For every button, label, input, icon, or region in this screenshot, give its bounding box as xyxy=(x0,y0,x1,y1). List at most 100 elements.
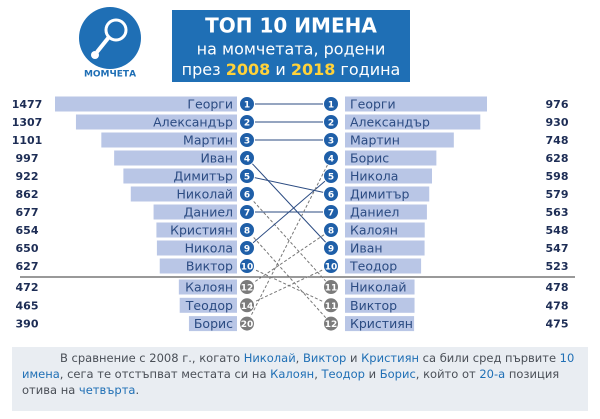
rank-circle xyxy=(323,96,339,112)
name-label: Калоян xyxy=(350,223,398,238)
count-label: 650 xyxy=(16,242,39,255)
footer-text: , xyxy=(314,367,322,381)
name-label: Димитър xyxy=(350,187,410,202)
bar xyxy=(345,240,425,256)
count-label: 523 xyxy=(546,260,569,273)
rank-circle xyxy=(323,186,339,202)
bar xyxy=(75,114,237,130)
name-label: Иван xyxy=(350,241,383,256)
bar xyxy=(345,186,430,202)
footer: В сравнение с 2008 г., когато Николай, В… xyxy=(12,347,588,411)
bar xyxy=(156,240,237,256)
rank-label: 3 xyxy=(328,137,334,147)
name-label: Мартин xyxy=(350,133,400,148)
rank-circle xyxy=(239,315,255,332)
rank-circle xyxy=(323,258,339,274)
count-label: 598 xyxy=(546,170,569,183)
count-label: 748 xyxy=(546,134,569,147)
rank-circle xyxy=(323,315,339,332)
bar xyxy=(345,96,487,112)
rank-label: 9 xyxy=(328,245,334,255)
connector xyxy=(246,175,332,195)
bar xyxy=(156,222,237,238)
rank-circle xyxy=(239,240,255,256)
name-label: Теодор xyxy=(349,259,397,274)
count-label: 579 xyxy=(546,188,569,201)
rank-label: 3 xyxy=(244,137,250,147)
count-label: 627 xyxy=(16,260,39,273)
bar xyxy=(101,132,237,148)
rank-label: 8 xyxy=(244,227,250,237)
rank-circle xyxy=(239,96,255,112)
footer-text: В сравнение с 2008 г., когато xyxy=(60,351,244,365)
rows: Георги1477Александър1307Мартин1101Иван99… xyxy=(12,96,569,332)
bar xyxy=(188,316,237,332)
name-label: Кристиян xyxy=(350,316,413,331)
count-label: 465 xyxy=(16,299,39,312)
count-label: 654 xyxy=(16,224,39,237)
footer-text: , xyxy=(295,351,303,365)
rank-circle xyxy=(323,222,339,238)
bar xyxy=(345,258,422,274)
count-label: 1101 xyxy=(12,134,43,147)
count-label: 997 xyxy=(16,152,39,165)
rank-label: 4 xyxy=(244,155,250,165)
rank-circle xyxy=(323,279,339,295)
footer-text: четвърта xyxy=(78,383,136,397)
rank-circle xyxy=(323,132,339,148)
subtitle-part: 2018 xyxy=(291,60,336,79)
count-label: 628 xyxy=(546,152,569,165)
rank-circle xyxy=(239,204,255,220)
logo-icon xyxy=(91,51,99,59)
rank-circle xyxy=(323,150,339,166)
footer-text: Кристиян xyxy=(361,351,420,365)
rank-circle xyxy=(239,258,255,274)
count-label: 677 xyxy=(16,206,39,219)
footer-text: 20-а xyxy=(479,367,506,381)
rank-circle xyxy=(239,114,255,130)
count-label: 547 xyxy=(546,242,569,255)
bar xyxy=(345,132,454,148)
bar xyxy=(345,297,415,313)
rank-label: 10 xyxy=(241,263,254,273)
subtitle-part: и xyxy=(270,60,291,79)
rank-label: 2 xyxy=(244,119,250,129)
footer-text: са били сред първите xyxy=(419,351,560,365)
rank-circle xyxy=(239,132,255,148)
name-label: Николай xyxy=(350,280,407,295)
logo-icon xyxy=(95,35,111,54)
rank-label: 6 xyxy=(328,191,334,201)
bar xyxy=(345,222,425,238)
bar xyxy=(179,297,237,313)
count-label: 922 xyxy=(16,170,39,183)
rank-label: 11 xyxy=(325,302,338,312)
rank-label: 7 xyxy=(328,209,334,219)
bar xyxy=(345,150,437,166)
rank-label: 1 xyxy=(244,101,250,111)
rank-circle xyxy=(239,186,255,202)
count-label: 976 xyxy=(546,98,569,111)
rank-label: 10 xyxy=(325,263,338,273)
name-label: Кристиян xyxy=(170,223,233,238)
title-box xyxy=(172,10,410,82)
rank-circle xyxy=(323,297,339,314)
subtitle: през 2008 и 2018 година xyxy=(182,60,401,79)
bar xyxy=(178,279,237,295)
count-label: 478 xyxy=(546,299,569,312)
bar xyxy=(114,150,237,166)
connector xyxy=(246,157,332,324)
connector xyxy=(246,265,332,306)
bar xyxy=(130,186,237,202)
count-label: 930 xyxy=(546,116,569,129)
name-label: Иван xyxy=(200,151,233,166)
connector xyxy=(246,175,332,249)
footer-text: и xyxy=(346,351,362,365)
bar xyxy=(345,114,481,130)
name-label: Димитър xyxy=(174,169,234,184)
rank-label: 8 xyxy=(328,227,334,237)
rank-circle xyxy=(323,204,339,220)
count-label: 1477 xyxy=(12,98,43,111)
rank-label: 12 xyxy=(241,284,254,294)
connector xyxy=(246,193,332,288)
rank-circle xyxy=(239,168,255,184)
